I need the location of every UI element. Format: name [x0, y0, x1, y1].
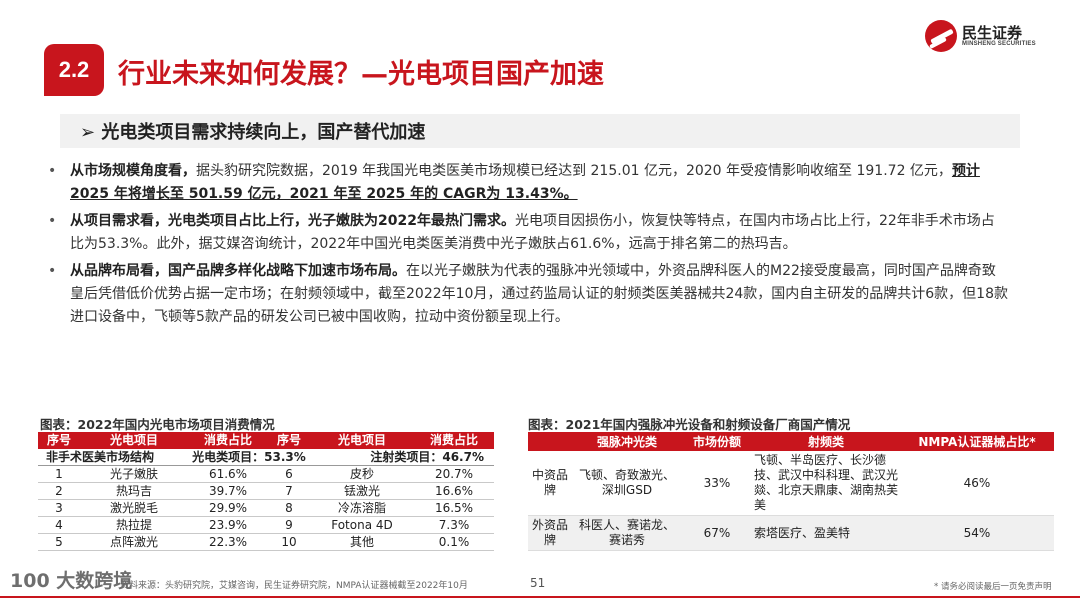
column-header: 消费占比	[188, 432, 268, 449]
table-cell: 8	[268, 499, 310, 517]
footer-divider	[0, 596, 1080, 598]
table-cell: 20.7%	[414, 465, 494, 483]
table-cell: 2	[38, 482, 80, 500]
table-cell: 16.5%	[414, 499, 494, 517]
disclaimer-note: * 请务必阅读最后一页免责声明	[934, 582, 1052, 592]
table-cell: 0.1%	[414, 533, 494, 551]
page-title: 行业未来如何发展？—光电项目国产加速	[118, 59, 604, 90]
table-row: 外资品牌 科医人、赛诺龙、赛诺秀 67% 索塔医疗、盈美特 54%	[528, 515, 1054, 551]
column-header: NMPA认证器械占比*	[900, 432, 1054, 451]
column-header: 序号	[268, 432, 310, 449]
table-cell: 29.9%	[188, 499, 268, 517]
logo-chinese-name: 民生证券	[962, 24, 1023, 42]
table-cell: 热玛吉	[80, 482, 188, 500]
table-cell: 热拉提	[80, 516, 188, 534]
logo-english-name: MINSHENG SECURITIES	[962, 41, 1036, 47]
table-cell: 6	[268, 465, 310, 483]
table-row: 2 热玛吉 39.7% 7 铥激光 16.6%	[38, 482, 494, 500]
table-cell: 点阵激光	[80, 533, 188, 551]
watermark: 100 大数跨境	[10, 570, 133, 592]
table-cell: 中资品牌	[528, 451, 572, 516]
table-cell: 1	[38, 465, 80, 483]
table-cell: 激光脱毛	[80, 499, 188, 517]
bullet-text: 在以光子嫩肤为代表的强脉冲光领域中，外资品牌科医人的M22接受度最高，同时国产品…	[70, 263, 1008, 325]
bullet-market-size: • 从市场规模角度看，据头豹研究院数据，2019 年我国光电类医美市场规模已经达…	[48, 160, 1008, 205]
bullet-emphasis: 预计 2025 年将增长至 501.59 亿元，2021 年至 2025 年的 …	[70, 163, 980, 202]
table-cell: 7.3%	[414, 516, 494, 534]
table-header-row: 序号 光电项目 消费占比 序号 光电项目 消费占比	[38, 432, 494, 449]
table-cell: 61.6%	[188, 465, 268, 483]
bullet-dot-icon: •	[48, 163, 57, 179]
column-header: 市场份额	[682, 432, 752, 451]
table-photoelectric-consumption: 序号 光电项目 消费占比 序号 光电项目 消费占比 非手术医美市场结构 光电类项…	[38, 432, 494, 551]
table-cell: Fotona 4D	[310, 516, 414, 534]
table-cell: 39.7%	[188, 482, 268, 500]
bullet-lead: 从市场规模角度看，	[70, 163, 196, 179]
minsheng-logo-icon	[925, 20, 957, 52]
table-cell: 10	[268, 533, 310, 551]
table-cell: 5	[38, 533, 80, 551]
table-cell: 54%	[900, 515, 1054, 551]
table-row: 中资品牌 飞顿、奇致激光、深圳GSD 33% 飞顿、半岛医疗、长沙德技、武汉中科…	[528, 451, 1054, 516]
subheading-bar: ➢ 光电类项目需求持续向上，国产替代加速	[60, 114, 1020, 148]
column-header: 光电项目	[80, 432, 188, 449]
section-number-badge: 2.2	[44, 44, 104, 96]
bullet-lead: 从项目需求看，光电类项目占比上行，光子嫩肤为2022年最热门需求。	[70, 213, 515, 230]
brand-logo: 民生证券 MINSHENG SECURITIES	[925, 18, 1036, 54]
table-cell: 光子嫩肤	[80, 465, 188, 483]
table-row: 4 热拉提 23.9% 9 Fotona 4D 7.3%	[38, 516, 494, 534]
table-row: 1 光子嫩肤 61.6% 6 皮秒 20.7%	[38, 465, 494, 483]
column-header: 消费占比	[414, 432, 494, 449]
table-cell: 7	[268, 482, 310, 500]
table-cell: 9	[268, 516, 310, 534]
table-summary-row: 非手术医美市场结构 光电类项目：53.3% 注射类项目：46.7%	[38, 448, 494, 466]
bullet-lead: 从品牌布局看，国产品牌多样化战略下加速市场布局。	[70, 263, 406, 280]
column-header: 光电项目	[310, 432, 414, 449]
page-number: 51	[530, 576, 546, 590]
table-cell: 67%	[682, 515, 752, 551]
table-cell: 注射类项目：46.7%	[310, 448, 494, 466]
source-note: 资料来源：头豹研究院，艾媒咨询，民生证券研究院，NMPA认证器械截至2022年1…	[120, 581, 468, 591]
table-cell: 索塔医疗、盈美特	[752, 515, 900, 551]
table1-caption: 图表：2022年国内光电市场项目消费情况	[40, 417, 275, 432]
table-cell: 冷冻溶脂	[310, 499, 414, 517]
table-cell: 非手术医美市场结构	[38, 448, 188, 466]
table-cell: 4	[38, 516, 80, 534]
table-cell: 22.3%	[188, 533, 268, 551]
bullet-dot-icon: •	[48, 263, 57, 280]
table-cell: 铥激光	[310, 482, 414, 500]
column-header	[528, 432, 572, 451]
subheading-text: ➢ 光电类项目需求持续向上，国产替代加速	[80, 122, 426, 143]
table-cell: 16.6%	[414, 482, 494, 500]
bullet-project-demand: • 从项目需求看，光电类项目占比上行，光子嫩肤为2022年最热门需求。光电项目因…	[48, 210, 1008, 255]
column-header: 序号	[38, 432, 80, 449]
table-row: 5 点阵激光 22.3% 10 其他 0.1%	[38, 533, 494, 551]
slide-header: 2.2 行业未来如何发展？—光电项目国产加速 民生证券 MINSHENG SEC…	[0, 0, 1080, 100]
table-cell: 46%	[900, 451, 1054, 516]
table-cell: 皮秒	[310, 465, 414, 483]
bullet-list: • 从市场规模角度看，据头豹研究院数据，2019 年我国光电类医美市场规模已经达…	[48, 160, 1008, 333]
table-cell: 外资品牌	[528, 515, 572, 551]
bullet-brand-layout: • 从品牌布局看，国产品牌多样化战略下加速市场布局。在以光子嫩肤为代表的强脉冲光…	[48, 260, 1008, 328]
table-cell: 飞顿、半岛医疗、长沙德技、武汉中科科理、武汉光燚、北京天鼎康、湖南热芙美	[752, 451, 900, 516]
table-cell: 23.9%	[188, 516, 268, 534]
table-cell: 科医人、赛诺龙、赛诺秀	[572, 515, 682, 551]
bullet-dot-icon: •	[48, 213, 57, 230]
table-cell: 其他	[310, 533, 414, 551]
bullet-text: 光电项目因损伤小，恢复快等特点，在国内市场占比上行，22年非手术市场占比为53.…	[70, 213, 995, 252]
table2-caption: 图表：2021年国内强脉冲光设备和射频设备厂商国产情况	[528, 417, 851, 432]
table-cell: 3	[38, 499, 80, 517]
table-header-row: 强脉冲光类 市场份额 射频类 NMPA认证器械占比*	[528, 432, 1054, 451]
table-cell: 飞顿、奇致激光、深圳GSD	[572, 451, 682, 516]
table-cell: 光电类项目：53.3%	[188, 448, 310, 466]
column-header: 射频类	[752, 432, 900, 451]
table-cell: 33%	[682, 451, 752, 516]
bullet-text: 据头豹研究院数据，2019 年我国光电类医美市场规模已经达到 215.01 亿元…	[196, 163, 952, 179]
table-row: 3 激光脱毛 29.9% 8 冷冻溶脂 16.5%	[38, 499, 494, 517]
table-device-domestic-share: 强脉冲光类 市场份额 射频类 NMPA认证器械占比* 中资品牌 飞顿、奇致激光、…	[528, 432, 1054, 551]
column-header: 强脉冲光类	[572, 432, 682, 451]
